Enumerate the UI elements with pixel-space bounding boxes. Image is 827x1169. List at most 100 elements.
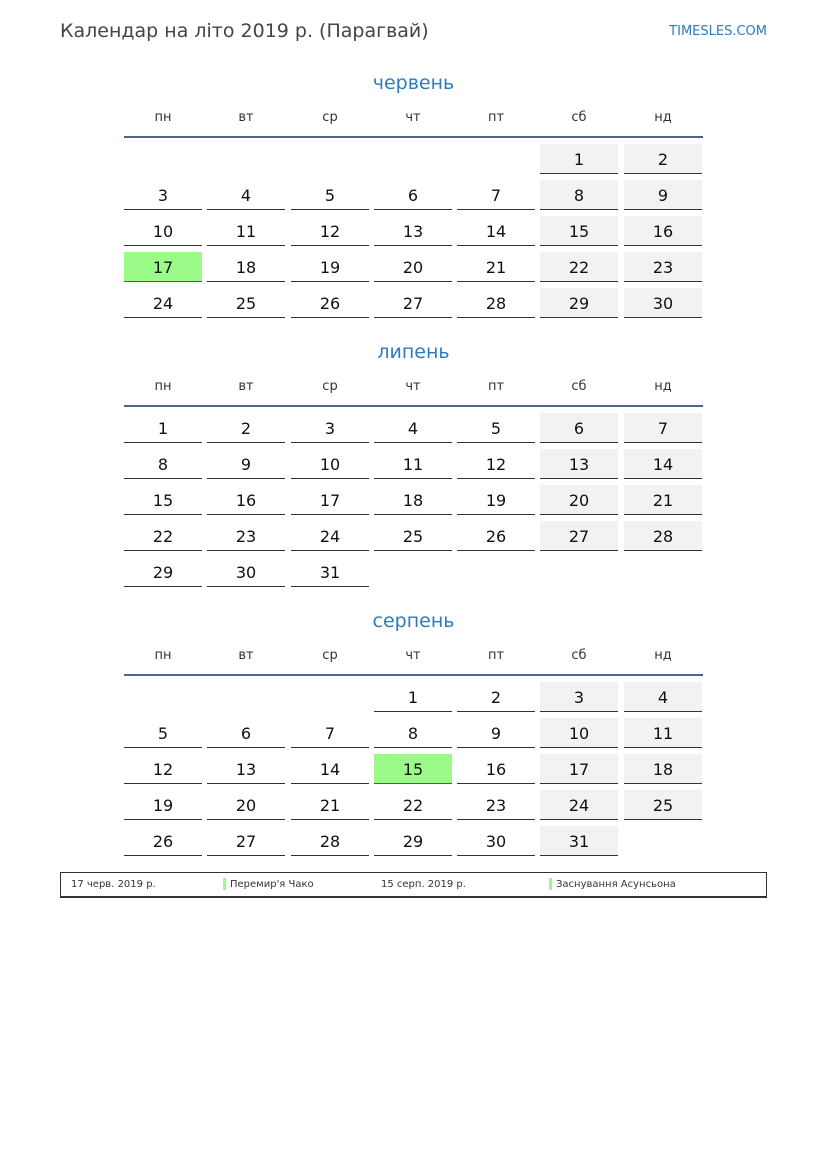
day-cell[interactable]: 22 xyxy=(374,790,452,820)
day-cell[interactable]: 5 xyxy=(124,718,202,748)
day-cell[interactable]: 16 xyxy=(624,216,702,246)
day-cell[interactable]: 18 xyxy=(374,485,452,515)
day-cell[interactable]: 23 xyxy=(207,521,285,551)
day-cell[interactable]: 29 xyxy=(124,557,202,587)
day-cell[interactable]: 24 xyxy=(291,521,369,551)
day-cell[interactable]: 4 xyxy=(374,413,452,443)
day-cell[interactable]: 11 xyxy=(207,216,285,246)
day-cell[interactable]: 30 xyxy=(207,557,285,587)
day-cell[interactable]: 12 xyxy=(124,754,202,784)
day-cell[interactable]: 14 xyxy=(624,449,702,479)
day-cell[interactable]: 4 xyxy=(207,180,285,210)
day-cell[interactable]: 25 xyxy=(624,790,702,820)
day-cell[interactable]: 23 xyxy=(457,790,535,820)
day-cell[interactable]: 9 xyxy=(457,718,535,748)
brand-link[interactable]: TIMESLES.COM xyxy=(669,24,767,39)
day-cell[interactable]: 15 xyxy=(374,754,452,784)
day-cell[interactable]: 25 xyxy=(374,521,452,551)
day-cell[interactable]: 14 xyxy=(457,216,535,246)
day-cell[interactable]: 7 xyxy=(457,180,535,210)
day-cell[interactable]: 11 xyxy=(624,718,702,748)
day-cell[interactable]: 27 xyxy=(540,521,618,551)
day-cell[interactable]: 27 xyxy=(374,288,452,318)
day-cell[interactable]: 19 xyxy=(124,790,202,820)
day-cell[interactable]: 10 xyxy=(291,449,369,479)
day-cell[interactable]: 9 xyxy=(207,449,285,479)
weekday-label: пн xyxy=(154,648,172,663)
day-cell[interactable]: 2 xyxy=(207,413,285,443)
day-cell[interactable]: 28 xyxy=(291,826,369,856)
day-cell[interactable]: 21 xyxy=(291,790,369,820)
day-cell[interactable]: 23 xyxy=(624,252,702,282)
day-cell[interactable]: 17 xyxy=(291,485,369,515)
day-cell[interactable]: 15 xyxy=(540,216,618,246)
day-cell[interactable]: 15 xyxy=(124,485,202,515)
day-cell[interactable]: 8 xyxy=(374,718,452,748)
holiday-marker-icon xyxy=(549,878,552,890)
day-cell[interactable]: 18 xyxy=(207,252,285,282)
day-cell[interactable]: 3 xyxy=(291,413,369,443)
day-cell[interactable]: 2 xyxy=(624,144,702,174)
day-cell[interactable]: 6 xyxy=(207,718,285,748)
day-cell[interactable]: 28 xyxy=(457,288,535,318)
day-cell[interactable]: 1 xyxy=(374,682,452,712)
day-cell[interactable]: 8 xyxy=(540,180,618,210)
day-cell[interactable]: 20 xyxy=(207,790,285,820)
day-cell[interactable]: 1 xyxy=(124,413,202,443)
day-cell[interactable]: 31 xyxy=(291,557,369,587)
day-cell[interactable]: 12 xyxy=(457,449,535,479)
day-cell[interactable]: 13 xyxy=(540,449,618,479)
day-cell[interactable]: 6 xyxy=(374,180,452,210)
day-cell[interactable]: 10 xyxy=(540,718,618,748)
day-cell[interactable]: 22 xyxy=(124,521,202,551)
weekday-label: чт xyxy=(405,379,421,394)
day-cell[interactable]: 11 xyxy=(374,449,452,479)
header-divider xyxy=(124,136,703,138)
day-cell[interactable]: 7 xyxy=(624,413,702,443)
day-cell[interactable]: 16 xyxy=(207,485,285,515)
day-cell[interactable]: 18 xyxy=(624,754,702,784)
weekday-label: вт xyxy=(238,110,254,125)
day-cell[interactable]: 3 xyxy=(124,180,202,210)
day-cell[interactable]: 14 xyxy=(291,754,369,784)
day-cell[interactable]: 10 xyxy=(124,216,202,246)
day-cell[interactable]: 5 xyxy=(457,413,535,443)
day-cell[interactable]: 26 xyxy=(291,288,369,318)
day-cell[interactable]: 19 xyxy=(457,485,535,515)
day-cell[interactable]: 30 xyxy=(457,826,535,856)
day-cell[interactable]: 20 xyxy=(540,485,618,515)
day-cell[interactable]: 17 xyxy=(540,754,618,784)
day-cell[interactable]: 24 xyxy=(124,288,202,318)
day-cell[interactable]: 21 xyxy=(624,485,702,515)
day-cell[interactable]: 30 xyxy=(624,288,702,318)
day-cell[interactable]: 7 xyxy=(291,718,369,748)
day-cell[interactable]: 29 xyxy=(540,288,618,318)
day-cell[interactable]: 24 xyxy=(540,790,618,820)
day-cell[interactable]: 26 xyxy=(457,521,535,551)
day-cell[interactable]: 5 xyxy=(291,180,369,210)
day-cell[interactable]: 12 xyxy=(291,216,369,246)
day-cell[interactable]: 17 xyxy=(124,252,202,282)
day-cell[interactable]: 19 xyxy=(291,252,369,282)
day-cell[interactable]: 9 xyxy=(624,180,702,210)
day-cell[interactable]: 28 xyxy=(624,521,702,551)
day-cell[interactable]: 26 xyxy=(124,826,202,856)
day-cell[interactable]: 6 xyxy=(540,413,618,443)
day-cell[interactable]: 21 xyxy=(457,252,535,282)
day-cell[interactable]: 3 xyxy=(540,682,618,712)
day-cell[interactable]: 20 xyxy=(374,252,452,282)
day-cell[interactable]: 4 xyxy=(624,682,702,712)
day-cell[interactable]: 13 xyxy=(374,216,452,246)
day-cell[interactable]: 1 xyxy=(540,144,618,174)
day-cell[interactable]: 29 xyxy=(374,826,452,856)
day-cell[interactable]: 13 xyxy=(207,754,285,784)
day-cell[interactable]: 22 xyxy=(540,252,618,282)
day-cell[interactable]: 25 xyxy=(207,288,285,318)
weekday-label: нд xyxy=(654,110,672,125)
day-cell[interactable]: 2 xyxy=(457,682,535,712)
day-cell[interactable]: 27 xyxy=(207,826,285,856)
day-cell[interactable]: 16 xyxy=(457,754,535,784)
day-cell[interactable]: 8 xyxy=(124,449,202,479)
day-cell[interactable]: 31 xyxy=(540,826,618,856)
